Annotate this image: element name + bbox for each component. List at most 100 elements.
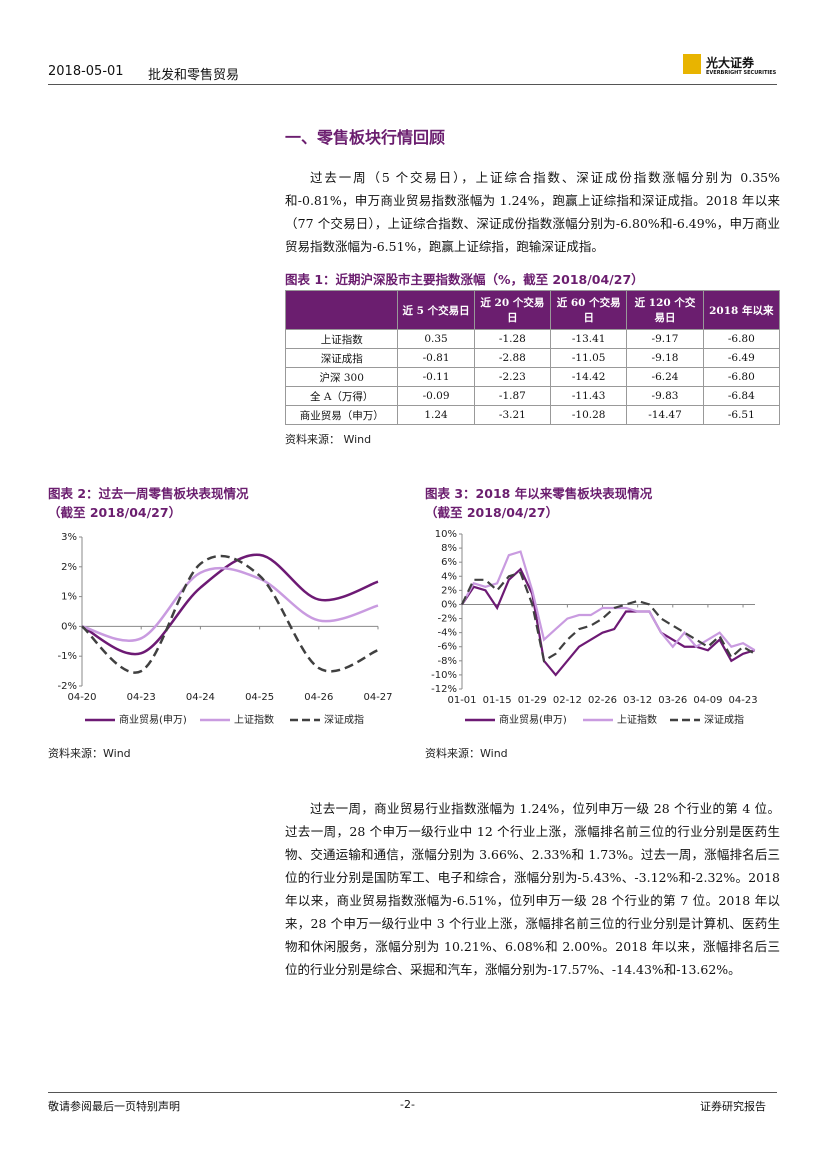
y-tick-label: -12% bbox=[431, 684, 457, 695]
table-cell: -9.18 bbox=[626, 348, 704, 368]
legend-label: 深证成指 bbox=[704, 713, 744, 726]
table-cell: 0.35 bbox=[397, 329, 475, 349]
table-cell: 沪深 300 bbox=[284, 367, 399, 387]
chart-subtitle: （截至 2018/04/27） bbox=[48, 505, 182, 520]
series-line bbox=[461, 550, 756, 652]
table-header-cell: 2018 年以来 bbox=[702, 290, 781, 330]
table-source: 资料来源： Wind bbox=[285, 433, 372, 446]
legend-label: 上证指数 bbox=[234, 713, 274, 726]
table-cell: -13.41 bbox=[550, 329, 628, 349]
chart-subtitle: （截至 2018/04/27） bbox=[425, 505, 559, 520]
x-tick-label: 04-20 bbox=[67, 692, 96, 703]
y-tick-label: 8% bbox=[441, 543, 457, 554]
x-tick-label: 04-27 bbox=[363, 692, 392, 703]
y-tick-label: 10% bbox=[435, 529, 457, 540]
table-cell: -11.43 bbox=[550, 386, 628, 406]
table-cell: 全 A（万得） bbox=[284, 386, 399, 406]
x-tick-label: 03-26 bbox=[658, 695, 687, 706]
table-cell: -0.11 bbox=[397, 367, 475, 387]
chart-source: 资料来源：Wind bbox=[425, 747, 508, 760]
paragraph: 过去一周（5 个交易日），上证综合指数、深证成份指数涨幅分别为 0.35%和-0… bbox=[285, 170, 780, 254]
table-row: 上证指数 0.35 -1.28 -13.41 -9.17 -6.80 bbox=[284, 329, 781, 349]
footer-page: -2- bbox=[400, 1098, 415, 1111]
y-tick-label: -2% bbox=[438, 614, 457, 625]
y-tick-label: 0% bbox=[61, 621, 77, 632]
x-tick-label: 04-09 bbox=[693, 695, 722, 706]
logo: 光大证券 bbox=[706, 56, 755, 70]
x-tick-label: 04-23 bbox=[729, 695, 758, 706]
y-tick-label: 1% bbox=[61, 592, 77, 603]
table-cell: 深证成指 bbox=[284, 348, 399, 368]
y-tick-label: -4% bbox=[438, 628, 457, 639]
y-tick-label: 6% bbox=[441, 557, 457, 568]
table-wrap: 近 5 个交易日近 20 个交易日近 60 个交易日近 120 个交易日 2018… bbox=[284, 290, 781, 425]
table-cell: -6.84 bbox=[702, 386, 781, 406]
table-cell: 商业贸易（申万） bbox=[284, 405, 399, 425]
table-cell: -6.24 bbox=[626, 367, 704, 387]
logo-icon bbox=[683, 54, 701, 74]
table: 近 5 个交易日近 20 个交易日近 60 个交易日近 120 个交易日 2018… bbox=[284, 290, 781, 425]
table-cell: -3.21 bbox=[473, 405, 552, 425]
x-tick-label: 04-23 bbox=[127, 692, 156, 703]
x-tick-label: 01-29 bbox=[518, 695, 547, 706]
table-cell: -14.42 bbox=[550, 367, 628, 387]
table-header-row: 近 5 个交易日近 20 个交易日近 60 个交易日近 120 个交易日 2018… bbox=[284, 290, 781, 330]
table-cell: -6.51 bbox=[702, 405, 781, 425]
header-industry: 批发和零售贸易 bbox=[148, 68, 240, 83]
legend-label: 上证指数 bbox=[617, 713, 657, 726]
x-tick-label: 03-12 bbox=[623, 695, 652, 706]
legend-label: 商业贸易(申万) bbox=[499, 713, 567, 726]
x-tick-label: 04-26 bbox=[304, 692, 333, 703]
x-tick-label: 01-15 bbox=[483, 695, 512, 706]
y-tick-label: -6% bbox=[438, 642, 457, 653]
table-cell: -2.88 bbox=[473, 348, 552, 368]
y-tick-label: -2% bbox=[58, 681, 77, 692]
x-tick-label: 02-12 bbox=[553, 695, 582, 706]
paragraph: 过去一周，商业贸易行业指数涨幅为 1.24%，位列申万一级 28 个行业的第 4… bbox=[285, 801, 780, 977]
table-cell: -6.49 bbox=[702, 348, 781, 368]
table-row: 深证成指 -0.81 -2.88 -11.05 -9.18 -6.49 bbox=[284, 348, 781, 368]
y-tick-label: -8% bbox=[438, 656, 457, 667]
series-line bbox=[81, 553, 379, 656]
footer-left: 敬请参阅最后一页特别声明 bbox=[48, 1100, 180, 1113]
series-line bbox=[81, 566, 379, 642]
x-tick-label: 04-25 bbox=[245, 692, 274, 703]
table-cell: -2.23 bbox=[473, 367, 552, 387]
table-cell: -1.87 bbox=[473, 386, 552, 406]
table-cell: 1.24 bbox=[397, 405, 475, 425]
table-header-cell: 近 5 个交易日 bbox=[397, 290, 475, 330]
logo-en: EVERBRIGHT SECURITIES bbox=[706, 70, 777, 76]
y-tick-label: 2% bbox=[61, 562, 77, 573]
footer-right: 证券研究报告 bbox=[700, 1100, 766, 1113]
y-tick-label: 3% bbox=[61, 532, 77, 543]
footer-rule bbox=[48, 1092, 777, 1093]
legend-label: 商业贸易(申万) bbox=[119, 713, 187, 726]
section-title: 一、零售板块行情回顾 bbox=[285, 128, 446, 147]
table-cell: -0.09 bbox=[397, 386, 475, 406]
table-cell: -6.80 bbox=[702, 329, 781, 349]
series-line bbox=[81, 554, 379, 674]
legend-label: 深证成指 bbox=[324, 713, 364, 726]
header-date: 2018-05-01 bbox=[48, 64, 124, 79]
y-tick-label: -10% bbox=[431, 670, 457, 681]
x-tick-label: 02-26 bbox=[588, 695, 617, 706]
table-row: 全 A（万得） -0.09 -1.87 -11.43 -9.83 -6.84 bbox=[284, 386, 781, 406]
chart: -12% -10% -8% -6% -4% -2% 0% 2% 4% 6% 8% 10% 01-01 01… bbox=[431, 529, 758, 726]
table-cell: -6.80 bbox=[702, 367, 781, 387]
series-line bbox=[461, 567, 756, 677]
chart: -2% -1% 0% 1% 2% 3% 04-20 04-23 04-24 04-25 04-26 0… bbox=[58, 532, 393, 726]
table-header-cell: 近 120 个交易日 bbox=[626, 290, 704, 330]
table-row: 商业贸易（申万） 1.24 -3.21 -10.28 -14.47 -6.51 bbox=[284, 405, 781, 425]
y-tick-label: 2% bbox=[441, 585, 457, 596]
y-tick-label: 0% bbox=[441, 599, 457, 610]
series-line bbox=[461, 571, 756, 663]
table-header-cell: 近 60 个交易日 bbox=[550, 290, 628, 330]
chart-source: 资料来源：Wind bbox=[48, 747, 131, 760]
y-tick-label: -1% bbox=[58, 651, 77, 662]
y-tick-label: 4% bbox=[441, 571, 457, 582]
chart-title: 图表 3：2018 年以来零售板块表现情况 bbox=[425, 486, 653, 501]
table-cell: -1.28 bbox=[473, 329, 552, 349]
table-cell: -0.81 bbox=[397, 348, 475, 368]
table-cell: -10.28 bbox=[550, 405, 628, 425]
